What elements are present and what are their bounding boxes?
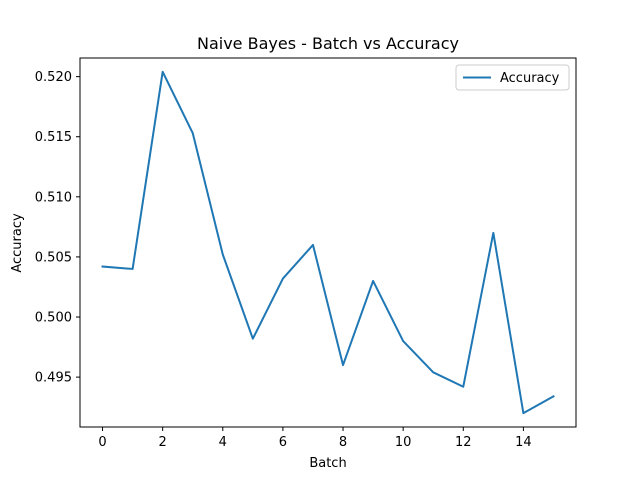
x-tick-label: 4 (219, 435, 227, 450)
y-tick-label: 0.515 (35, 130, 72, 145)
x-tick-label: 8 (339, 435, 347, 450)
plot-area: 0 2 4 6 8 10 12 14 0.495 0.500 0.505 0.510 0.515 0.52… (35, 57, 577, 450)
y-tick-label: 0.495 (35, 371, 72, 386)
y-tick-label: 0.510 (35, 190, 72, 205)
x-tick-label: 2 (159, 435, 167, 450)
y-tick-label: 0.505 (35, 250, 72, 265)
axes-frame (79, 57, 577, 428)
y-tick-label: 0.500 (35, 311, 72, 326)
legend-box (455, 64, 570, 91)
x-axis-label: Batch (309, 456, 346, 471)
y-axis-label: Accuracy (10, 213, 25, 273)
series-line-1 (101, 70, 555, 415)
x-tick-label: 14 (515, 435, 532, 450)
y-tick-label: 0.520 (35, 70, 72, 85)
x-tick-label: 6 (279, 435, 287, 450)
legend-label: Accuracy (500, 71, 560, 86)
chart-title: Naive Bayes - Batch vs Accuracy (197, 34, 459, 53)
x-tick-label: 10 (395, 435, 412, 450)
x-tick-label: 0 (98, 435, 106, 450)
x-tick-label: 12 (455, 435, 472, 450)
